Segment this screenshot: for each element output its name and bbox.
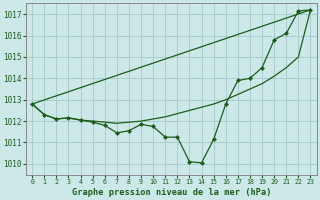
X-axis label: Graphe pression niveau de la mer (hPa): Graphe pression niveau de la mer (hPa) [72,188,271,197]
